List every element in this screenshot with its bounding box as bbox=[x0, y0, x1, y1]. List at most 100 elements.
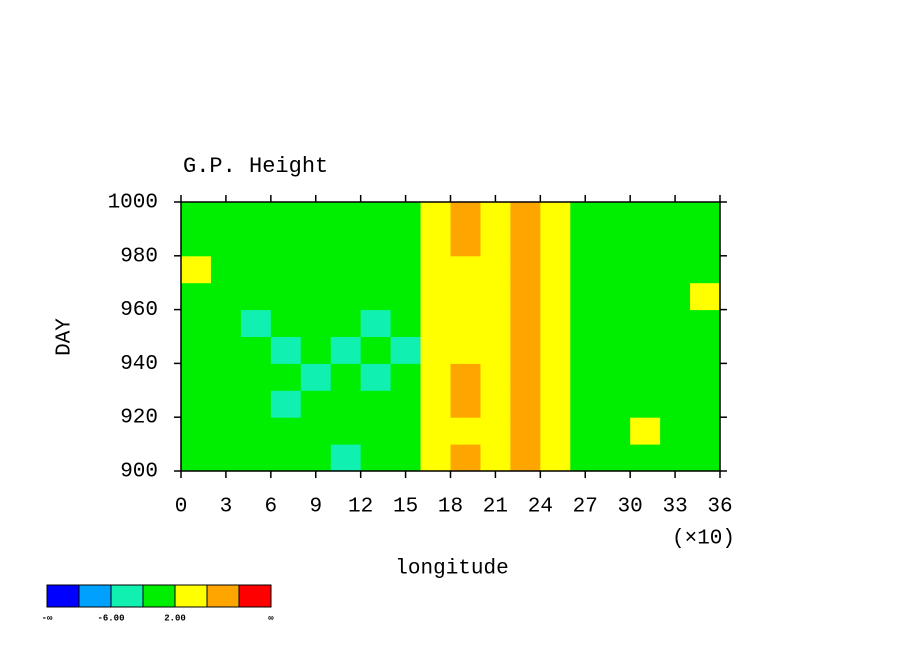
cell bbox=[660, 202, 691, 230]
cell bbox=[630, 417, 661, 445]
cell bbox=[660, 255, 691, 284]
cell bbox=[300, 417, 332, 445]
cell bbox=[510, 282, 541, 311]
cell bbox=[420, 255, 451, 284]
cell bbox=[360, 363, 392, 391]
cell bbox=[420, 390, 451, 418]
cell bbox=[210, 255, 242, 284]
cell bbox=[630, 282, 661, 311]
cell bbox=[630, 363, 661, 391]
cell bbox=[330, 336, 362, 364]
colorbar: -6.00 2.00 -∞ ∞ bbox=[42, 584, 274, 623]
cell bbox=[300, 390, 332, 418]
cell bbox=[420, 282, 451, 311]
x-tick-label: 15 bbox=[393, 496, 418, 519]
colorbar-box bbox=[110, 584, 144, 608]
cell bbox=[270, 202, 302, 230]
cell bbox=[330, 390, 362, 418]
y-tick-label: 1000 bbox=[108, 192, 158, 215]
colorbar-box bbox=[206, 584, 240, 608]
cell bbox=[510, 417, 541, 445]
cell bbox=[570, 390, 601, 418]
cell bbox=[570, 202, 601, 230]
cell bbox=[390, 390, 422, 418]
cell bbox=[240, 309, 272, 337]
cell bbox=[390, 255, 422, 284]
cell bbox=[540, 202, 571, 230]
cell bbox=[510, 202, 541, 230]
cell bbox=[390, 282, 422, 311]
cell bbox=[181, 363, 212, 391]
cell bbox=[600, 336, 631, 364]
cell bbox=[181, 309, 212, 337]
cell bbox=[210, 336, 242, 364]
cell bbox=[420, 309, 451, 337]
cell bbox=[181, 228, 212, 257]
cell bbox=[360, 417, 392, 445]
cell bbox=[480, 228, 511, 257]
chart-title: G.P. Height bbox=[183, 154, 328, 179]
cell bbox=[330, 282, 362, 311]
cell bbox=[210, 282, 242, 311]
cell bbox=[600, 282, 631, 311]
cell bbox=[600, 390, 631, 418]
cell bbox=[330, 309, 362, 337]
cell bbox=[270, 417, 302, 445]
y-tick-label: 980 bbox=[120, 245, 158, 268]
cell bbox=[240, 390, 272, 418]
cell bbox=[270, 255, 302, 284]
cell bbox=[660, 309, 691, 337]
x-tick-label: 6 bbox=[265, 496, 278, 519]
cell bbox=[690, 444, 721, 472]
cell bbox=[450, 255, 481, 284]
cell bbox=[510, 444, 541, 472]
cell bbox=[181, 444, 212, 472]
cell bbox=[390, 336, 422, 364]
cell bbox=[540, 282, 571, 311]
cell bbox=[450, 282, 481, 311]
cell bbox=[690, 202, 721, 230]
colorbar-box bbox=[46, 584, 80, 608]
y-tick-label: 940 bbox=[120, 353, 158, 376]
cell bbox=[270, 309, 302, 337]
cell bbox=[270, 282, 302, 311]
cell bbox=[181, 417, 212, 445]
cell bbox=[390, 228, 422, 257]
cell bbox=[480, 282, 511, 311]
cell bbox=[660, 363, 691, 391]
cell bbox=[210, 363, 242, 391]
cell bbox=[420, 363, 451, 391]
cell bbox=[600, 363, 631, 391]
cell bbox=[630, 309, 661, 337]
cell bbox=[600, 255, 631, 284]
axes: 0 3 6 9 12 15 18 21 24 27 30 33 36900920940960980100… bbox=[108, 192, 733, 519]
cell bbox=[690, 282, 721, 311]
cell bbox=[660, 444, 691, 472]
cell bbox=[480, 363, 511, 391]
cell bbox=[181, 336, 212, 364]
cell bbox=[690, 417, 721, 445]
cell bbox=[450, 336, 481, 364]
cell bbox=[181, 202, 212, 230]
cell bbox=[270, 444, 302, 472]
cell bbox=[390, 202, 422, 230]
cell bbox=[570, 309, 601, 337]
cell bbox=[330, 255, 362, 284]
cell bbox=[270, 390, 302, 418]
cell bbox=[450, 390, 481, 418]
cell bbox=[360, 228, 392, 257]
cell bbox=[181, 282, 212, 311]
cell bbox=[570, 336, 601, 364]
cell bbox=[600, 202, 631, 230]
cell bbox=[450, 363, 481, 391]
cell bbox=[690, 255, 721, 284]
y-tick-label: 920 bbox=[120, 407, 158, 430]
y-tick-label: 960 bbox=[120, 299, 158, 322]
cell bbox=[360, 309, 392, 337]
cell bbox=[510, 309, 541, 337]
field bbox=[181, 202, 721, 472]
cell bbox=[181, 390, 212, 418]
cell bbox=[300, 255, 332, 284]
cell bbox=[510, 390, 541, 418]
